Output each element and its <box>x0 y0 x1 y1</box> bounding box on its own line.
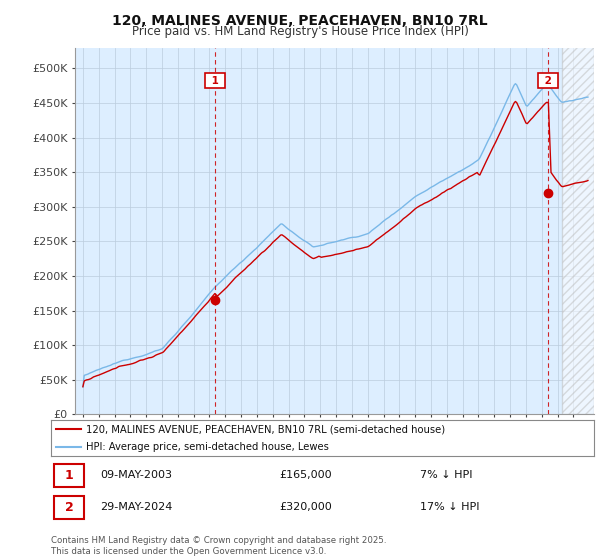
FancyBboxPatch shape <box>54 496 83 519</box>
Text: Contains HM Land Registry data © Crown copyright and database right 2025.
This d: Contains HM Land Registry data © Crown c… <box>51 536 386 556</box>
Text: 17% ↓ HPI: 17% ↓ HPI <box>420 502 480 512</box>
Text: 120, MALINES AVENUE, PEACEHAVEN, BN10 7RL (semi-detached house): 120, MALINES AVENUE, PEACEHAVEN, BN10 7R… <box>86 424 445 434</box>
Text: 7% ↓ HPI: 7% ↓ HPI <box>420 470 473 480</box>
Text: Price paid vs. HM Land Registry's House Price Index (HPI): Price paid vs. HM Land Registry's House … <box>131 25 469 38</box>
Text: HPI: Average price, semi-detached house, Lewes: HPI: Average price, semi-detached house,… <box>86 442 329 452</box>
Text: 120, MALINES AVENUE, PEACEHAVEN, BN10 7RL: 120, MALINES AVENUE, PEACEHAVEN, BN10 7R… <box>112 14 488 28</box>
Text: 09-MAY-2003: 09-MAY-2003 <box>100 470 172 480</box>
Text: £165,000: £165,000 <box>279 470 332 480</box>
Text: 1: 1 <box>208 76 223 86</box>
Text: £320,000: £320,000 <box>279 502 332 512</box>
Text: 29-MAY-2024: 29-MAY-2024 <box>100 502 172 512</box>
Text: 2: 2 <box>541 76 556 86</box>
Text: 1: 1 <box>65 469 73 482</box>
FancyBboxPatch shape <box>54 464 83 487</box>
Text: 2: 2 <box>65 501 73 514</box>
